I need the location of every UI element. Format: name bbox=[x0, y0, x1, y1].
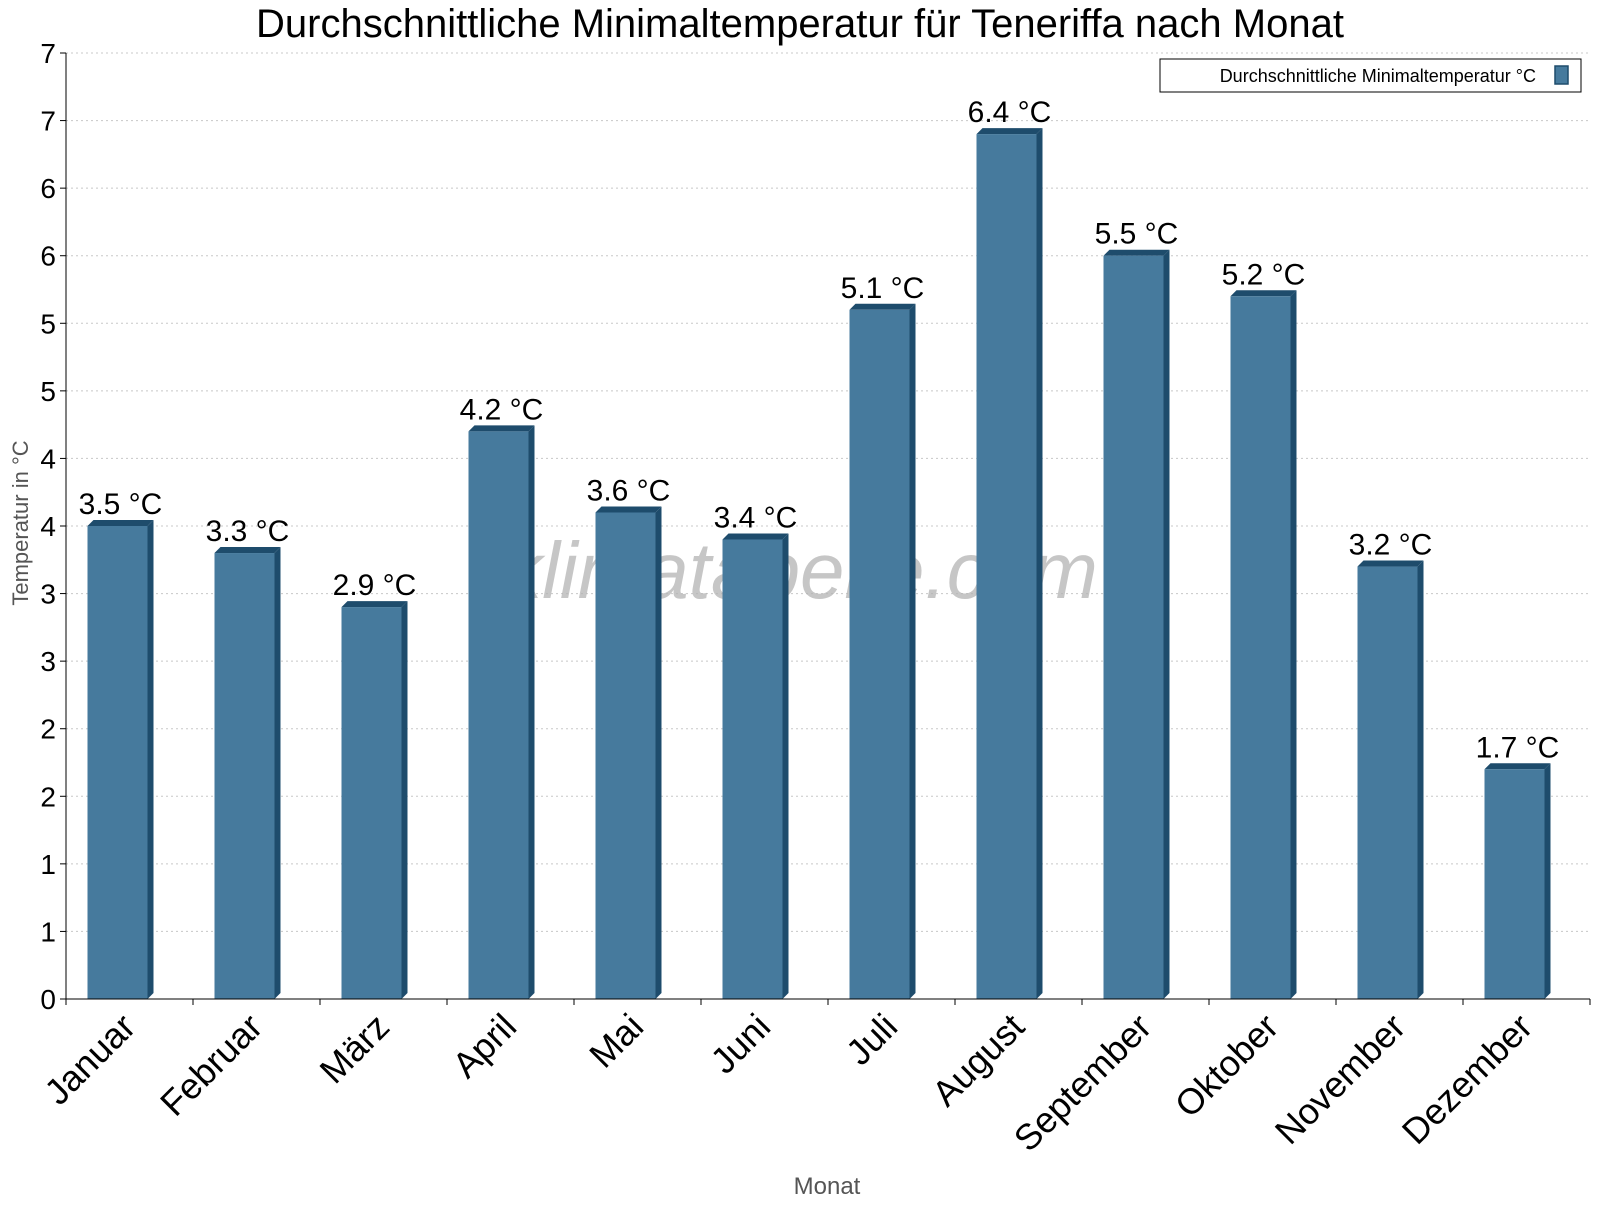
bar bbox=[849, 309, 910, 999]
x-tick-label: Dezember bbox=[1394, 1006, 1540, 1152]
data-label: 2.9 °C bbox=[333, 569, 417, 602]
y-tick-label: 6 bbox=[40, 241, 56, 272]
y-tick-label: 5 bbox=[40, 308, 56, 339]
bar bbox=[1357, 566, 1418, 999]
bar-top bbox=[849, 303, 916, 310]
data-label: 3.3 °C bbox=[206, 515, 290, 548]
legend-swatch bbox=[1554, 65, 1569, 85]
bar-top bbox=[1357, 560, 1424, 567]
bar bbox=[1103, 255, 1164, 999]
bar-top bbox=[722, 533, 789, 540]
bar bbox=[722, 539, 783, 999]
bar-top bbox=[1230, 290, 1297, 297]
y-tick-label: 3 bbox=[40, 579, 56, 610]
legend-label: Durchschnittliche Minimaltemperatur °C bbox=[1220, 66, 1536, 86]
y-axis-label: Temperatur in °C bbox=[8, 440, 33, 605]
bar-side bbox=[1163, 249, 1170, 999]
x-tick-label: August bbox=[924, 1006, 1032, 1114]
bars-layer bbox=[87, 128, 1551, 1000]
data-label: 6.4 °C bbox=[968, 96, 1052, 129]
x-tick-label: April bbox=[444, 1006, 524, 1086]
y-tick-label: 2 bbox=[40, 781, 56, 812]
grid-layer bbox=[66, 52, 1590, 932]
x-tick-label: Januar bbox=[36, 1006, 143, 1113]
x-axis-label: Monat bbox=[794, 1173, 861, 1200]
legend: Durchschnittliche Minimaltemperatur °C bbox=[1159, 58, 1582, 93]
bar-side bbox=[1036, 128, 1043, 1000]
bar-side bbox=[1290, 290, 1297, 999]
bar-top bbox=[976, 128, 1043, 135]
bar bbox=[1230, 296, 1291, 999]
x-tick-label: November bbox=[1267, 1006, 1413, 1152]
bar-side bbox=[274, 547, 281, 999]
bar-top bbox=[1103, 249, 1170, 256]
axis-layer: 0 1 1 2 2 3 3 4 4 5 5 6 6 7 7 bbox=[40, 38, 1591, 1015]
y-tick-label: 6 bbox=[40, 173, 56, 204]
data-label: 5.1 °C bbox=[841, 272, 925, 305]
bar-top bbox=[214, 547, 281, 554]
y-tick-label: 7 bbox=[40, 38, 56, 69]
chart-title: Durchschnittliche Minimaltemperatur für … bbox=[256, 2, 1344, 46]
data-label: 4.2 °C bbox=[460, 393, 544, 426]
data-label: 5.5 °C bbox=[1095, 218, 1179, 251]
bar-top bbox=[468, 425, 535, 432]
bar-side bbox=[909, 303, 916, 999]
y-tick-label: 7 bbox=[40, 106, 56, 137]
bar bbox=[214, 553, 275, 999]
y-tick-label: 3 bbox=[40, 646, 56, 677]
bar-side bbox=[528, 425, 535, 999]
y-tick-label: 0 bbox=[40, 984, 56, 1015]
bar-top bbox=[595, 506, 662, 513]
bar bbox=[468, 431, 529, 999]
y-tick-label: 2 bbox=[40, 714, 56, 745]
bar bbox=[341, 607, 402, 999]
x-tick-label: Juli bbox=[838, 1006, 905, 1073]
y-tick-label: 1 bbox=[40, 916, 56, 947]
bar-side bbox=[147, 520, 154, 999]
bar-side bbox=[782, 533, 789, 999]
bar-side bbox=[655, 506, 662, 999]
bar-top bbox=[1484, 763, 1551, 770]
x-tick-label: Februar bbox=[152, 1006, 270, 1124]
x-tick-label: Mai bbox=[581, 1006, 651, 1076]
data-label: 3.5 °C bbox=[79, 488, 163, 521]
y-tick-label: 5 bbox=[40, 376, 56, 407]
y-tick-label: 1 bbox=[40, 849, 56, 880]
x-tick-label: März bbox=[312, 1006, 398, 1092]
y-tick-label: 4 bbox=[40, 443, 56, 474]
bar bbox=[976, 134, 1037, 1000]
bar-side bbox=[1544, 763, 1551, 999]
data-label: 3.4 °C bbox=[714, 502, 798, 535]
y-tick-label: 4 bbox=[40, 511, 56, 542]
bar-side bbox=[1417, 560, 1424, 999]
bar-side bbox=[401, 601, 408, 999]
x-tick-label: Oktober bbox=[1167, 1006, 1287, 1126]
data-label: 1.7 °C bbox=[1476, 731, 1560, 764]
data-label: 3.2 °C bbox=[1349, 529, 1433, 562]
bar-top bbox=[341, 601, 408, 608]
bar-top bbox=[87, 520, 154, 526]
x-tick-label: September bbox=[1006, 1006, 1160, 1160]
bar bbox=[595, 512, 656, 999]
data-label: 5.2 °C bbox=[1222, 258, 1306, 291]
legend-box bbox=[1159, 58, 1582, 93]
bar bbox=[1484, 769, 1545, 999]
x-tick-label: Juni bbox=[702, 1006, 778, 1082]
data-label: 3.6 °C bbox=[587, 474, 671, 507]
bar bbox=[87, 526, 148, 999]
